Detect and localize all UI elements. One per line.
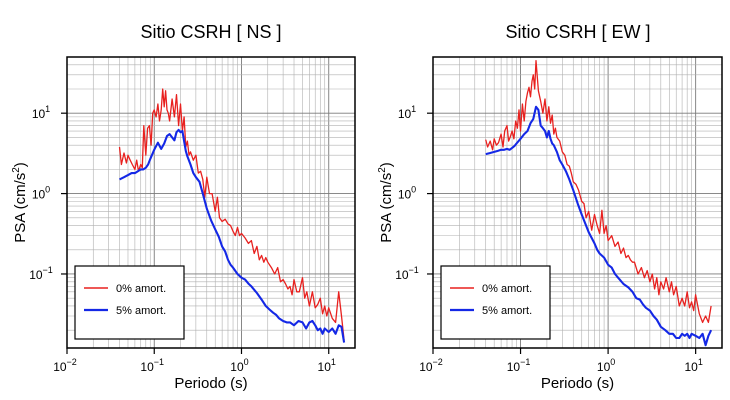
legend-label-damped: 5% amort. <box>116 305 166 317</box>
y-tick-base: 10 <box>32 188 46 202</box>
y-tick-label: 10−1 <box>29 265 53 282</box>
x-tick-label: 100 <box>597 357 615 374</box>
series-line-damped <box>119 128 346 343</box>
x-tick-base: 10 <box>597 360 611 374</box>
x-tick-label: 100 <box>230 357 248 374</box>
y-tick-label: 101 <box>398 104 416 121</box>
x-tick-exponent: −2 <box>67 357 77 367</box>
y-axis-label-main: PSA (cm/s <box>12 173 29 243</box>
chart-title: Sitio CSRH [ NS ] <box>140 22 281 42</box>
x-tick-base: 10 <box>507 360 521 374</box>
x-axis-label: Periodo (s) <box>541 375 614 392</box>
x-tick-label: 10−2 <box>53 357 77 374</box>
y-axis-label-exponent: 2 <box>11 167 22 173</box>
x-axis-label: Periodo (s) <box>174 375 247 392</box>
x-tick-exponent: 1 <box>331 357 336 367</box>
x-tick-exponent: −2 <box>433 357 443 367</box>
y-tick-base: 10 <box>398 107 412 121</box>
plot-frame <box>66 56 356 349</box>
y-tick-base: 10 <box>32 107 46 121</box>
x-tick-base: 10 <box>140 360 154 374</box>
x-tick-base: 10 <box>684 360 698 374</box>
legend: 0% amort. 5% amort. <box>74 265 185 340</box>
y-axis-label-end: ) <box>12 162 29 167</box>
y-axis-label-exponent: 2 <box>377 167 388 173</box>
y-tick-label: 100 <box>398 185 416 202</box>
y-tick-exponent: −1 <box>409 265 419 275</box>
legend-label-undamped: 0% amort. <box>116 283 166 295</box>
x-tick-exponent: 0 <box>610 357 615 367</box>
legend-label-damped: 5% amort. <box>482 305 532 317</box>
y-tick-label: 100 <box>32 185 50 202</box>
y-tick-base: 10 <box>395 268 409 282</box>
x-tick-exponent: 1 <box>698 357 703 367</box>
y-tick-exponent: 1 <box>411 104 416 114</box>
y-axis-label: PSA (cm/s2) <box>377 162 395 243</box>
y-tick-label: 10−1 <box>395 265 419 282</box>
grid <box>66 56 356 348</box>
y-tick-exponent: 0 <box>411 185 416 195</box>
y-tick-label: 101 <box>32 104 50 121</box>
y-axis-label-main: PSA (cm/s <box>378 173 395 243</box>
x-tick-label: 10−1 <box>140 357 164 374</box>
x-tick-label: 101 <box>684 357 702 374</box>
x-tick-label: 101 <box>318 357 336 374</box>
x-tick-exponent: −1 <box>520 357 530 367</box>
x-tick-label: 10−1 <box>507 357 531 374</box>
y-axis-label: PSA (cm/s2) <box>11 162 29 243</box>
series-line-undamped <box>485 60 712 324</box>
x-tick-label: 10−2 <box>419 357 443 374</box>
y-tick-exponent: 1 <box>45 104 50 114</box>
x-tick-base: 10 <box>230 360 244 374</box>
legend-label-undamped: 0% amort. <box>482 283 532 295</box>
x-tick-exponent: 0 <box>244 357 249 367</box>
y-tick-base: 10 <box>29 268 43 282</box>
x-tick-base: 10 <box>53 360 67 374</box>
legend: 0% amort. 5% amort. <box>440 265 551 340</box>
x-tick-base: 10 <box>318 360 332 374</box>
y-tick-base: 10 <box>398 188 412 202</box>
y-tick-exponent: 0 <box>45 185 50 195</box>
chart-title: Sitio CSRH [ EW ] <box>505 22 650 42</box>
series-line-damped <box>485 105 713 347</box>
plot-frame <box>432 56 723 349</box>
x-tick-exponent: −1 <box>154 357 164 367</box>
series-line-undamped <box>118 88 345 341</box>
legend-box <box>440 265 551 340</box>
legend-box <box>74 265 185 340</box>
x-tick-base: 10 <box>419 360 433 374</box>
y-axis-label-end: ) <box>378 162 395 167</box>
y-tick-exponent: −1 <box>43 265 53 275</box>
